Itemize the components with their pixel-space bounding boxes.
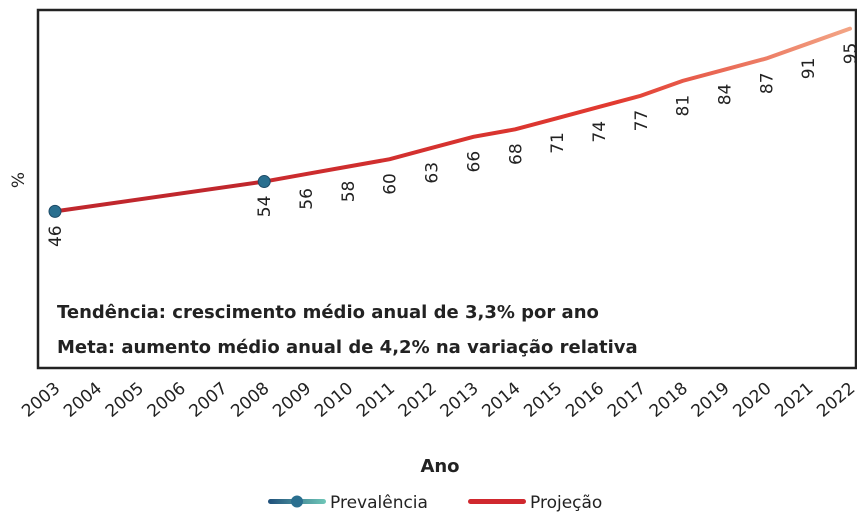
data-label: 71 bbox=[548, 132, 568, 154]
annotation: Meta: aumento médio anual de 4,2% na var… bbox=[57, 337, 638, 358]
data-label: 74 bbox=[590, 121, 610, 143]
data-label: 46 bbox=[46, 225, 66, 247]
legend: Prevalência Projeção bbox=[268, 493, 602, 513]
data-label: 54 bbox=[255, 196, 275, 218]
x-tick-label: 2022 bbox=[813, 379, 857, 422]
x-tick-label: 2005 bbox=[102, 379, 148, 422]
x-tick-label: 2009 bbox=[269, 379, 315, 422]
plot-frame bbox=[36, 8, 857, 370]
x-tick-label: 2012 bbox=[395, 379, 441, 422]
x-tick-label: 2004 bbox=[60, 379, 106, 422]
x-tick-label: 2006 bbox=[144, 379, 190, 422]
legend-marker bbox=[291, 495, 303, 508]
data-label: 60 bbox=[381, 173, 401, 195]
x-tick-label: 2017 bbox=[604, 379, 650, 422]
x-tick-label: 2020 bbox=[730, 379, 776, 422]
data-label: 81 bbox=[674, 95, 694, 117]
data-label: 95 bbox=[841, 43, 857, 65]
series-line bbox=[262, 26, 852, 184]
legend-label: Projeção bbox=[530, 493, 602, 513]
data-label: 56 bbox=[297, 188, 317, 210]
marker bbox=[48, 204, 62, 218]
data-label: 87 bbox=[757, 72, 777, 94]
x-tick-label: 2003 bbox=[18, 379, 64, 422]
x-tick-label: 2016 bbox=[562, 379, 608, 422]
data-label: 63 bbox=[423, 162, 443, 184]
x-axis-label: Ano bbox=[420, 456, 459, 477]
x-tick-label: 2019 bbox=[688, 379, 734, 422]
data-label: 68 bbox=[506, 143, 526, 165]
x-tick-label: 2014 bbox=[478, 379, 524, 422]
legend-label: Prevalência bbox=[330, 493, 428, 513]
data-label: 58 bbox=[339, 181, 359, 203]
data-label: 91 bbox=[799, 58, 819, 80]
x-tick-label: 2010 bbox=[311, 379, 357, 422]
x-tick-label: 2015 bbox=[520, 379, 566, 422]
x-tick-label: 2021 bbox=[771, 379, 817, 422]
data-label: 84 bbox=[715, 84, 735, 106]
x-tick-label: 2008 bbox=[227, 379, 273, 422]
x-tick-label: 2007 bbox=[186, 379, 232, 422]
data-label: 77 bbox=[632, 110, 652, 132]
y-axis-label: % bbox=[9, 172, 29, 188]
x-tick-label: 2013 bbox=[437, 379, 483, 422]
x-tick-label: 2011 bbox=[353, 379, 399, 422]
legend-swatch bbox=[468, 499, 526, 504]
data-label: 66 bbox=[464, 151, 484, 173]
annotation: Tendência: crescimento médio anual de 3,… bbox=[57, 302, 599, 323]
series-line bbox=[53, 179, 267, 214]
x-tick-label: 2018 bbox=[646, 379, 692, 422]
marker bbox=[257, 175, 271, 189]
